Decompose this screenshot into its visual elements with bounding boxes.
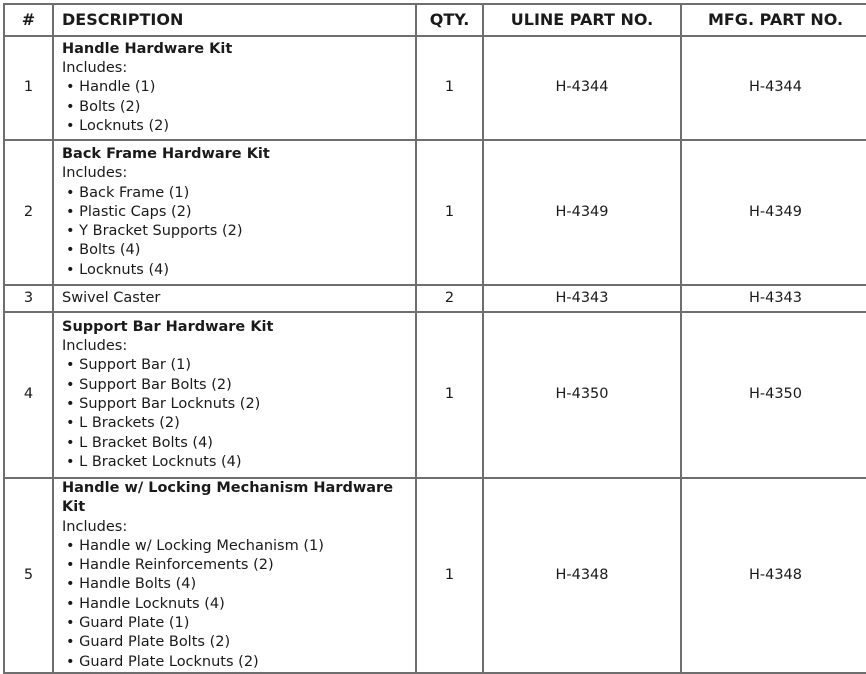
row-description: Handle Hardware Kit Includes: • Handle (1)… <box>52 35 417 141</box>
row-uline-part: H-4344 <box>482 35 682 141</box>
header-row: # DESCRIPTION QTY. ULINE PART NO. MFG. P… <box>3 3 866 37</box>
row-qty: 1 <box>415 139 484 286</box>
included-item: • Support Bar (1) <box>66 357 192 374</box>
row-mfg-part: H-4349 <box>680 139 866 286</box>
row-qty: 1 <box>415 477 484 674</box>
table-row: 2 Back Frame Hardware Kit Includes: • Back … <box>3 139 866 286</box>
row-description: Swivel Caster <box>52 284 417 313</box>
included-item: • Handle Locknuts (4) <box>66 595 225 612</box>
row-number: 3 <box>3 284 54 313</box>
included-item: • Support Bar Bolts (2) <box>66 376 232 393</box>
header-uline-part: ULINE PART NO. <box>482 3 682 37</box>
includes-label: Includes: <box>62 165 128 182</box>
row-number: 5 <box>3 477 54 674</box>
table-row: 5 Handle w/ Locking Mechanism Hardware Ki… <box>3 477 866 674</box>
included-item: • Support Bar Locknuts (2) <box>66 396 261 412</box>
kit-title: Swivel Caster <box>62 289 161 306</box>
included-item: • L Bracket Locknuts (4) <box>66 453 242 470</box>
row-mfg-part: H-4348 <box>680 477 866 674</box>
row-qty: 1 <box>415 311 484 479</box>
header-num: # <box>3 3 54 37</box>
row-uline-part: H-4343 <box>482 284 682 313</box>
row-qty: 1 <box>415 35 484 141</box>
row-number: 4 <box>3 311 54 479</box>
included-item: • L Bracket Bolts (4) <box>66 434 213 451</box>
row-description: Back Frame Hardware Kit Includes: • Back F… <box>52 139 417 286</box>
row-number: 2 <box>3 139 54 286</box>
included-item: • Y Bracket Supports (2) <box>66 223 243 240</box>
included-item: • Handle w/ Locking Mechanism (1) <box>66 537 324 554</box>
included-item: • Bolts (2) <box>66 98 141 115</box>
kit-title: Handle w/ Locking Mechanism Hardware Kit <box>62 480 394 516</box>
included-item: • Back Frame (1) <box>66 184 190 201</box>
includes-label: Includes: <box>62 518 128 535</box>
row-uline-part: H-4350 <box>482 311 682 479</box>
row-mfg-part: H-4344 <box>680 35 866 141</box>
parts-table: # DESCRIPTION QTY. ULINE PART NO. MFG. P… <box>3 3 866 674</box>
header-qty: QTY. <box>415 3 484 37</box>
table-row: 3 Swivel Caster 2 H-4343 H-4343 <box>3 284 866 313</box>
included-item: • Handle Bolts (4) <box>66 576 197 593</box>
kit-title: Support Bar Hardware Kit <box>62 318 274 335</box>
row-description: Support Bar Hardware Kit Includes: • Suppo… <box>52 311 417 479</box>
included-item: • Handle (1) <box>66 79 156 96</box>
row-number: 1 <box>3 35 54 141</box>
kit-title: Handle Hardware Kit <box>62 40 233 57</box>
header-mfg-part: MFG. PART NO. <box>680 3 866 37</box>
included-item: • Locknuts (4) <box>66 261 169 278</box>
table-row: 4 Support Bar Hardware Kit Includes: • Supp… <box>3 311 866 479</box>
row-description: Handle w/ Locking Mechanism Hardware Kit… <box>52 477 417 674</box>
kit-title: Back Frame Hardware Kit <box>62 145 270 162</box>
includes-label: Includes: <box>62 338 128 355</box>
included-item: • Locknuts (2) <box>66 117 169 134</box>
row-mfg-part: H-4350 <box>680 311 866 479</box>
table-row: 1 Handle Hardware Kit Includes: • Handle (1… <box>3 35 866 141</box>
row-qty: 2 <box>415 284 484 313</box>
includes-label: Includes: <box>62 60 128 77</box>
included-item: • Plastic Caps (2) <box>66 203 192 220</box>
included-item: • L Brackets (2) <box>66 415 180 432</box>
row-uline-part: H-4348 <box>482 477 682 674</box>
included-item: • Handle Reinforcements (2) <box>66 557 274 574</box>
included-item: • Guard Plate Bolts (2) <box>66 634 231 651</box>
included-item: • Bolts (4) <box>66 242 141 259</box>
row-uline-part: H-4349 <box>482 139 682 286</box>
row-mfg-part: H-4343 <box>680 284 866 313</box>
header-description: DESCRIPTION <box>52 3 417 37</box>
included-item: • Guard Plate (1) <box>66 615 190 632</box>
